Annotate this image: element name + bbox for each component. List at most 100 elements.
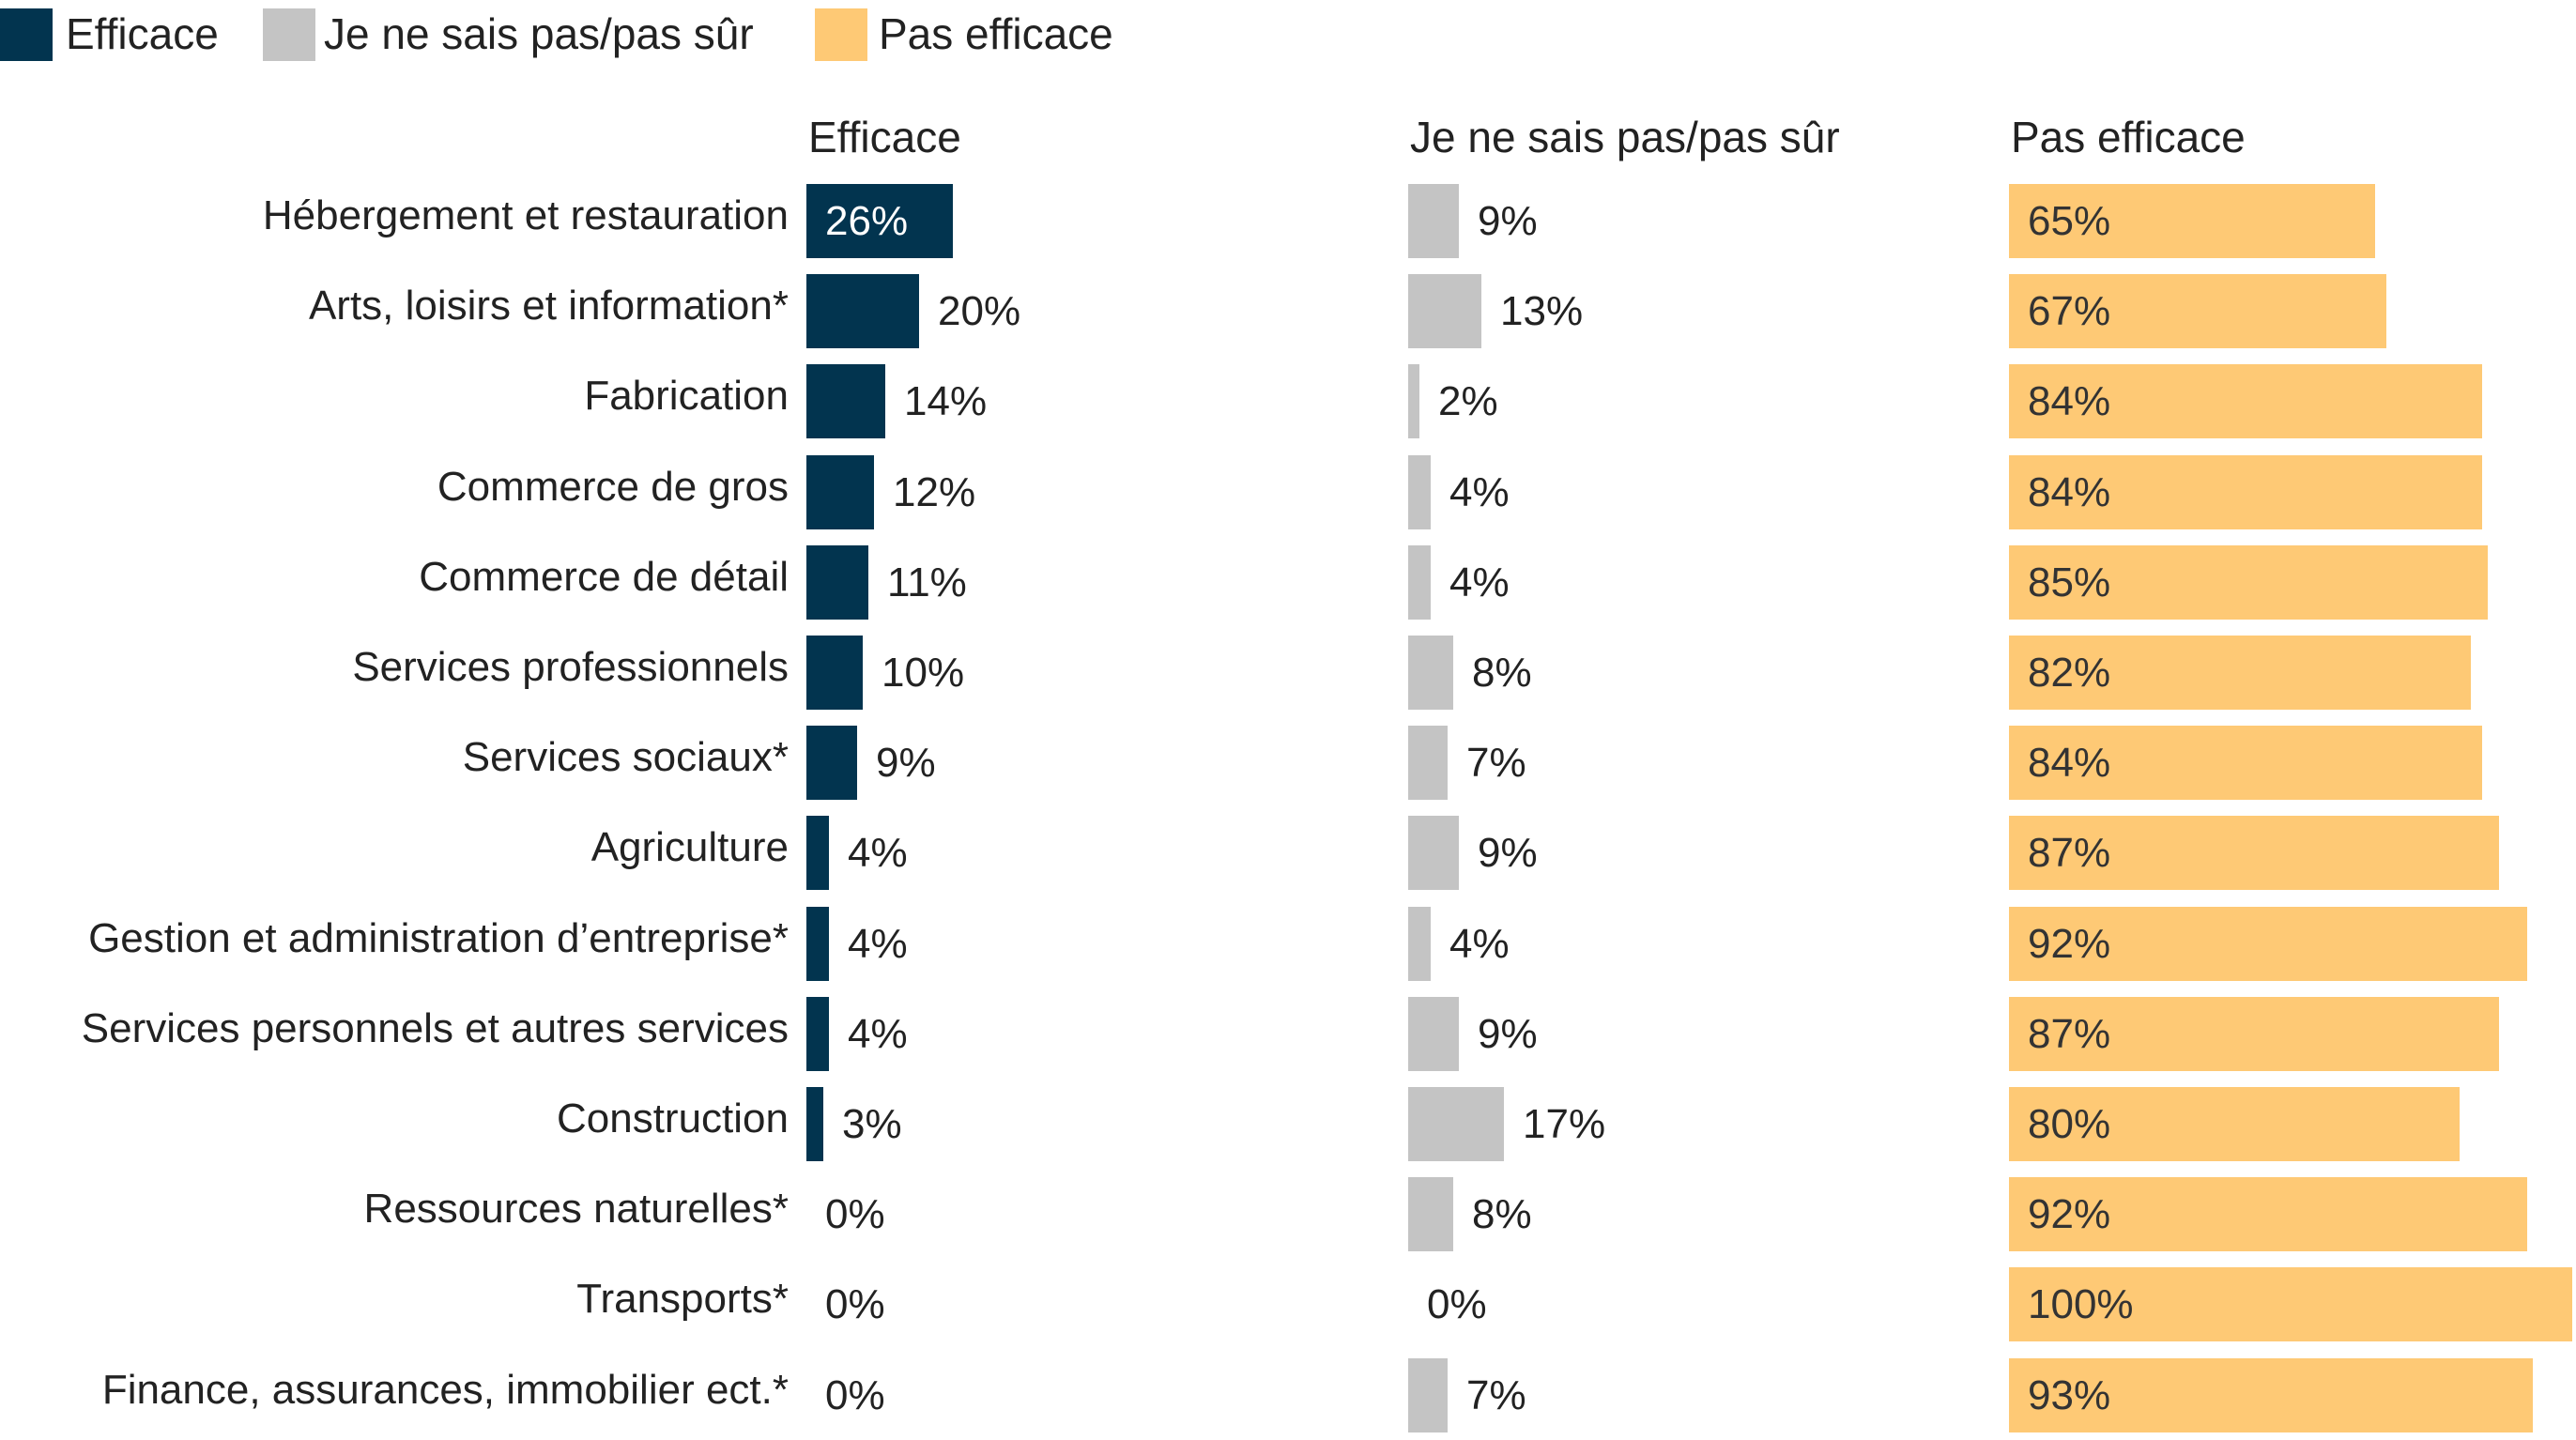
value-label: 17% [1523,1101,1606,1147]
value-label: 13% [1500,288,1584,335]
bar-2 [2009,274,2386,349]
category-label: Transports* [576,1276,789,1323]
value-label: 84% [2028,468,2111,515]
value-label: 7% [1466,740,1526,787]
value-label: 0% [825,1281,885,1328]
bar-2 [2009,544,2488,620]
category-label: Finance, assurances, immobilier ect.* [101,1366,789,1413]
value-label: 20% [938,288,1021,335]
value-label: 8% [1472,650,1532,696]
bar-1 [1408,1087,1504,1161]
bar-1 [1408,1357,1448,1432]
category-label: Commerce de détail [419,553,789,600]
value-label: 9% [1478,1010,1538,1057]
bar-2 [2009,816,2499,891]
legend-swatch-1 [263,8,315,61]
category-label: Services professionnels [352,644,789,690]
bar-2 [2009,906,2527,981]
column-header-0: Efficace [808,113,961,161]
bar-0 [806,636,863,710]
bar-0 [806,816,829,891]
value-label: 65% [2028,198,2111,244]
bar-1 [1408,996,1459,1071]
legend-swatch-2 [815,8,867,61]
category-label: Services personnels et autres services [81,1004,789,1051]
category-label: Services sociaux* [462,734,789,781]
column-header-1: Je ne sais pas/pas sûr [1410,113,1840,161]
bar-1 [1408,1177,1453,1252]
bar-1 [1408,544,1431,620]
bar-1 [1408,274,1481,349]
value-label: 4% [848,920,908,967]
bar-0 [806,544,868,620]
value-label: 7% [1466,1371,1526,1418]
bar-0 [806,364,885,439]
value-label: 85% [2028,559,2111,605]
bar-0 [806,906,829,981]
bar-2 [2009,454,2482,529]
value-label: 26% [825,198,909,244]
value-label: 4% [848,1010,908,1057]
value-label: 100% [2028,1281,2134,1328]
value-label: 4% [1449,559,1510,605]
value-label: 84% [2028,740,2111,787]
bar-1 [1408,636,1453,710]
value-label: 67% [2028,288,2111,335]
bar-2 [2009,1267,2572,1342]
category-label: Agriculture [590,824,789,871]
value-label: 10% [882,650,965,696]
bar-0 [806,184,953,258]
value-label: 92% [2028,920,2111,967]
bar-2 [2009,1357,2533,1432]
value-label: 3% [842,1101,902,1147]
bar-2 [2009,726,2482,801]
value-label: 0% [1427,1281,1487,1328]
value-label: 0% [825,1191,885,1238]
bar-1 [1408,364,1419,439]
value-label: 87% [2028,830,2111,877]
legend-swatch-0 [0,8,53,61]
bar-1 [1408,454,1431,529]
value-label: 93% [2028,1371,2111,1418]
legend-label-2: Pas efficace [879,9,1113,58]
legend-label-1: Je ne sais pas/pas sûr [324,9,754,58]
bar-2 [2009,636,2471,710]
value-label: 4% [1449,920,1510,967]
category-label: Hébergement et restauration [262,192,789,238]
category-label: Commerce de gros [437,463,789,510]
bar-0 [806,274,919,349]
bar-0 [806,454,874,529]
bar-2 [2009,364,2482,439]
category-label: Construction [556,1095,789,1141]
bar-1 [1408,184,1459,258]
column-header-2: Pas efficace [2011,113,2246,161]
bar-2 [2009,184,2375,258]
value-label: 80% [2028,1101,2111,1147]
value-label: 9% [1478,198,1538,244]
bar-0 [806,996,829,1071]
bar-0 [806,726,857,801]
category-label: Ressources naturelles* [363,1186,789,1233]
value-label: 12% [893,468,976,515]
bar-2 [2009,1087,2460,1161]
category-label: Fabrication [584,373,789,420]
value-label: 4% [1449,468,1510,515]
value-label: 2% [1438,378,1498,425]
bar-1 [1408,906,1431,981]
value-label: 9% [876,740,936,787]
value-label: 9% [1478,830,1538,877]
value-label: 82% [2028,650,2111,696]
value-label: 84% [2028,378,2111,425]
bar-0 [806,1087,823,1161]
category-label: Arts, loisirs et information* [308,283,789,329]
value-label: 4% [848,830,908,877]
bar-2 [2009,996,2499,1071]
value-label: 8% [1472,1191,1532,1238]
value-label: 87% [2028,1010,2111,1057]
value-label: 11% [887,559,967,605]
bar-1 [1408,726,1448,801]
bar-1 [1408,816,1459,891]
value-label: 0% [825,1371,885,1418]
value-label: 92% [2028,1191,2111,1238]
category-label: Gestion et administration d’entreprise* [88,914,789,961]
